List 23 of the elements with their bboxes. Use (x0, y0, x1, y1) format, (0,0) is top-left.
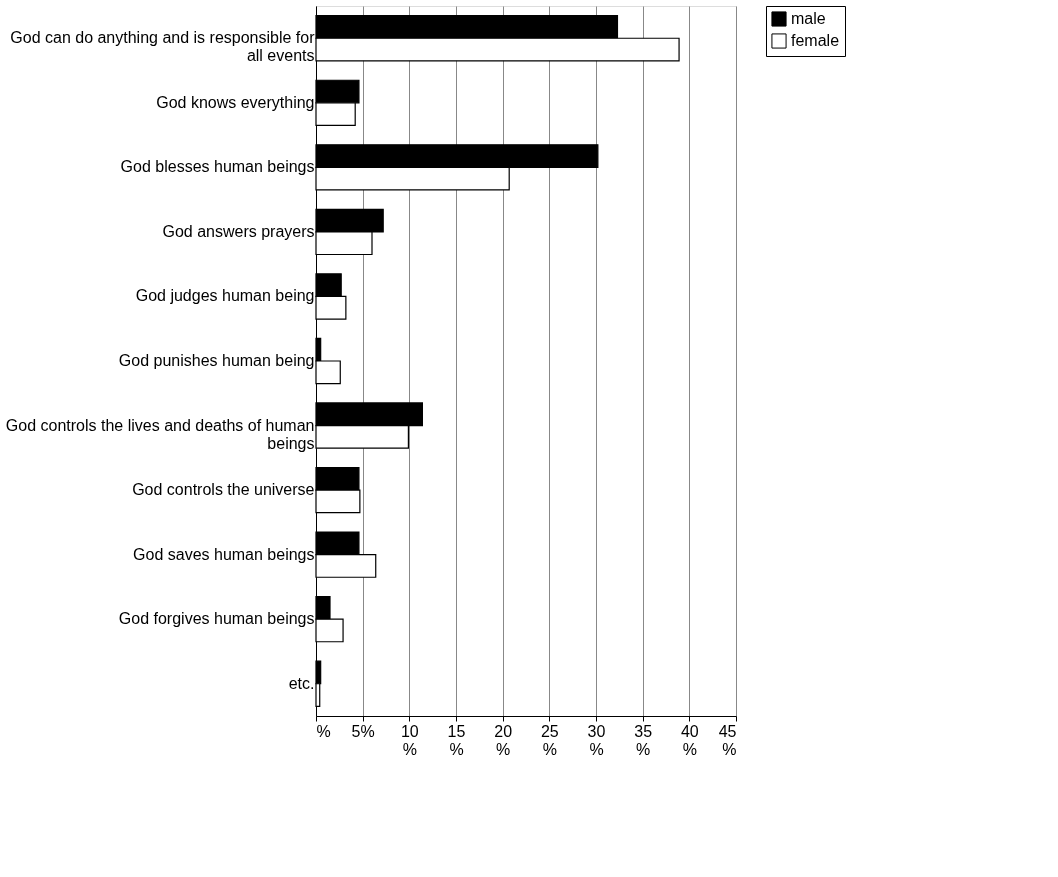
y-tick-label: God judges human being (135, 287, 315, 305)
y-tick-label: God can do anything and is responsible for all events (10, 29, 316, 65)
y-tick-label: God forgives human beings (118, 610, 315, 628)
x-tick-label: 20 % (494, 722, 513, 758)
x-tick-label: 5% (351, 722, 375, 740)
x-tick-label: 15 % (447, 722, 466, 758)
legend-label: female (791, 32, 840, 49)
legend-label: male (791, 10, 826, 27)
x-tick-label: 10 % (400, 722, 419, 758)
y-tick-label: God controls the universe (132, 481, 315, 499)
x-tick-label: 35 % (634, 722, 653, 758)
x-tick-label: % (316, 722, 331, 740)
x-tick-label: 30 % (587, 722, 606, 758)
y-tick-label: etc. (288, 674, 315, 692)
y-tick-label: God knows everything (156, 93, 315, 111)
x-tick-label: 45 % (718, 722, 737, 758)
y-tick-label: God blesses human beings (120, 158, 315, 176)
y-tick-label: God answers prayers (162, 222, 315, 240)
y-tick-label: God saves human beings (133, 545, 315, 563)
x-tick-label: 40 % (680, 722, 699, 758)
y-tick-label: God controls the lives and deaths of human beings (5, 416, 315, 452)
x-tick-label: 25 % (540, 722, 559, 758)
y-tick-label: God punishes human being (118, 352, 315, 369)
